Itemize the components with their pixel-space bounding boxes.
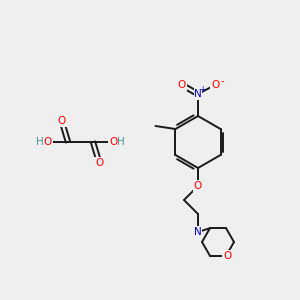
Text: O: O: [58, 116, 66, 126]
Text: O: O: [109, 137, 117, 147]
Text: O: O: [95, 158, 103, 168]
Text: N: N: [194, 89, 202, 99]
Text: O: O: [223, 251, 231, 261]
Text: O: O: [44, 137, 52, 147]
Text: O: O: [194, 181, 202, 191]
Text: O: O: [178, 80, 186, 90]
Text: H: H: [117, 137, 125, 147]
Text: N: N: [194, 227, 202, 237]
Text: +: +: [199, 85, 206, 94]
Text: H: H: [36, 137, 44, 147]
Text: O: O: [211, 80, 219, 90]
Text: -: -: [220, 76, 224, 86]
